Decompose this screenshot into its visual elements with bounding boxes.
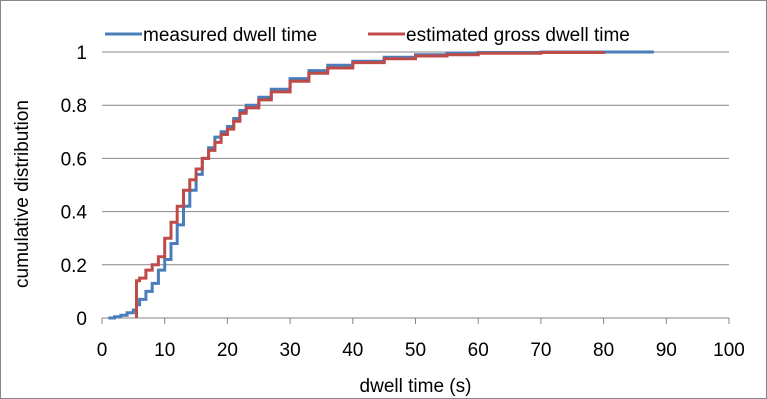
x-tick-label: 10 xyxy=(154,340,175,361)
x-tick-label: 70 xyxy=(530,340,551,361)
legend-label-estimated: estimated gross dwell time xyxy=(406,25,630,46)
x-tick-label: 80 xyxy=(593,340,614,361)
series-layer xyxy=(108,50,654,320)
x-tick-label: 60 xyxy=(468,340,489,361)
legend: measured dwell time estimated gross dwell… xyxy=(105,25,630,46)
grid-layer xyxy=(102,51,729,266)
y-tick-label: 0 xyxy=(76,309,87,330)
x-tick-label: 90 xyxy=(656,340,677,361)
y-tick-label: 0.2 xyxy=(61,256,87,277)
y-tick-label: 1 xyxy=(76,43,87,64)
legend-label-measured: measured dwell time xyxy=(143,25,317,46)
x-tick-label: 20 xyxy=(217,340,238,361)
x-axis-title: dwell time (s) xyxy=(360,376,472,397)
x-tick-label: 100 xyxy=(713,340,745,361)
axis-layer: 00.20.40.60.810 10 20 30 40 50 60 70 80 90 100 xyxy=(61,43,745,361)
y-tick-label: 0.8 xyxy=(61,96,87,117)
y-axis-title: cumulative distribution xyxy=(12,100,33,288)
x-tick-label: 30 xyxy=(280,340,301,361)
x-tick-label: 50 xyxy=(405,340,426,361)
series-line-estimated xyxy=(135,51,606,318)
x-tick-label: 40 xyxy=(342,340,363,361)
y-tick-label: 0.6 xyxy=(61,149,87,170)
x-tick-label: 0 xyxy=(97,340,108,361)
y-tick-label: 0.4 xyxy=(61,203,88,224)
